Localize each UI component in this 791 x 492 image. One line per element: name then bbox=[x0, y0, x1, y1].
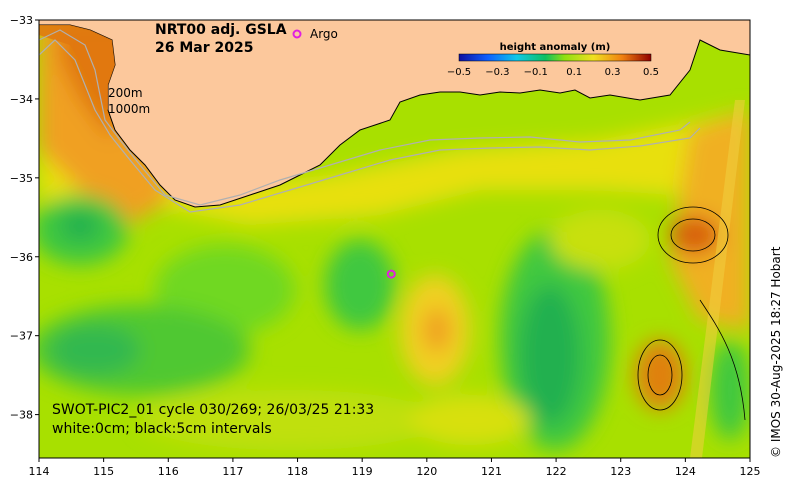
x-tick-label: 121 bbox=[481, 465, 502, 478]
argo-legend: Argo bbox=[292, 27, 338, 41]
swot-pass-label: SWOT-PIC2_01 cycle 030/269; 26/03/25 21:… bbox=[52, 402, 374, 418]
x-tick-label: 116 bbox=[158, 465, 179, 478]
x-tick-label: 115 bbox=[93, 465, 114, 478]
map-title-line1: NRT00 adj. GSLA bbox=[155, 22, 287, 38]
isobath-200m-label: 200m bbox=[108, 86, 143, 100]
swot-swath bbox=[690, 100, 745, 458]
colorbar-title: height anomaly (m) bbox=[500, 42, 611, 53]
y-tick-label: −36 bbox=[10, 251, 33, 264]
x-tick-label: 118 bbox=[287, 465, 308, 478]
argo-float-marker[interactable] bbox=[386, 269, 396, 279]
x-tick-label: 120 bbox=[416, 465, 437, 478]
x-tick-label: 117 bbox=[222, 465, 243, 478]
contour-note: white:0cm; black:5cm intervals bbox=[52, 421, 272, 437]
y-tick-label: −38 bbox=[10, 409, 33, 422]
isobath-1000m-label: 1000m bbox=[108, 102, 150, 116]
argo-legend-marker bbox=[292, 29, 302, 39]
colorbar-tick-label: −0.3 bbox=[485, 67, 509, 78]
imos-credit: © IMOS 30-Aug-2025 18:27 Hobart bbox=[769, 246, 783, 458]
isobath-200m bbox=[39, 29, 691, 206]
argo-legend-label: Argo bbox=[310, 27, 338, 41]
colorbar-tick-label: −0.1 bbox=[524, 67, 548, 78]
colorbar-tick-label: 0.1 bbox=[566, 67, 582, 78]
y-tick-label: −33 bbox=[10, 14, 33, 27]
y-tick-label: −35 bbox=[10, 172, 33, 185]
y-axis: −33 −34 −35 −36 −37 −38 bbox=[10, 14, 39, 422]
x-tick-label: 114 bbox=[29, 465, 50, 478]
colorbar-tick-label: −0.5 bbox=[447, 67, 471, 78]
colorbar-gradient bbox=[458, 53, 652, 62]
y-tick-label: −34 bbox=[10, 93, 33, 106]
contour-lines bbox=[637, 206, 746, 421]
y-tick-label: −37 bbox=[10, 330, 33, 343]
map-title-line2: 26 Mar 2025 bbox=[155, 40, 253, 56]
x-tick-label: 125 bbox=[740, 465, 761, 478]
map-plot-area bbox=[39, 20, 750, 458]
x-tick-label: 122 bbox=[546, 465, 567, 478]
x-tick-label: 124 bbox=[675, 465, 696, 478]
x-tick-label: 119 bbox=[352, 465, 373, 478]
x-tick-label: 123 bbox=[610, 465, 631, 478]
isobath-1000m bbox=[39, 39, 701, 213]
plot-frame bbox=[38, 19, 751, 459]
colorbar: height anomaly (m) −0.5 −0.3 −0.1 0.1 0.3 0.5 bbox=[447, 42, 659, 78]
height-anomaly-field bbox=[39, 20, 750, 450]
x-axis: 114 115 116 117 118 119 120 121 122 123 124 125 bbox=[29, 458, 761, 478]
colorbar-tick-label: 0.3 bbox=[605, 67, 621, 78]
colorbar-tick-label: 0.5 bbox=[643, 67, 659, 78]
